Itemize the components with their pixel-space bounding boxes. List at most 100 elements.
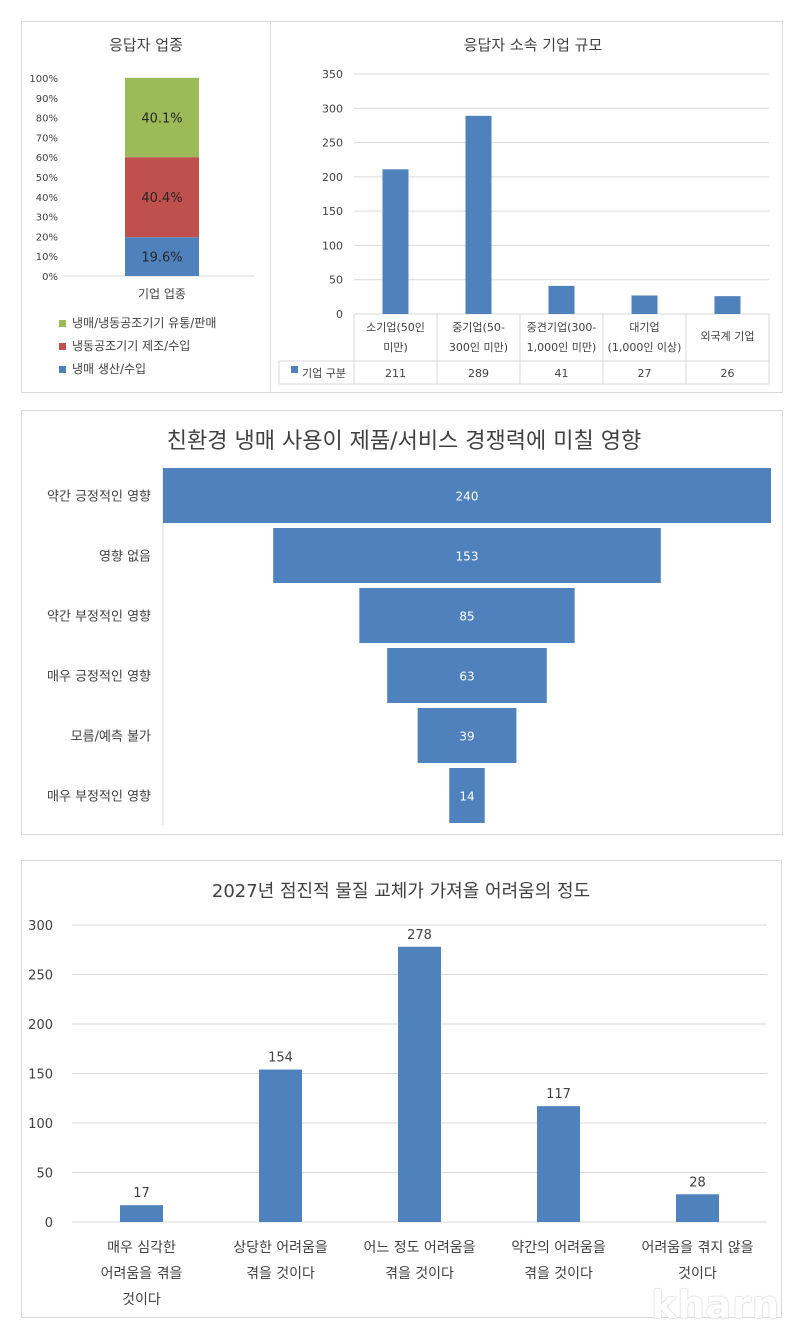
y-tick-label: 60% <box>36 153 58 164</box>
stack-segment <box>125 77 199 158</box>
y-tick-label: 0 <box>45 1216 53 1231</box>
bar <box>714 296 741 314</box>
bar-data-label: 240 <box>456 490 479 504</box>
bar-data-label: 14 <box>459 790 474 804</box>
chart-title: 2027년 점진적 물질 교체가 가져올 어려움의 정도 <box>212 881 590 902</box>
bar <box>548 285 575 314</box>
table-value: 26 <box>721 367 735 380</box>
chart-title: 응답자 소속 기업 규모 <box>464 36 603 54</box>
y-tick-label: 150 <box>28 1068 53 1083</box>
bar <box>676 1194 719 1222</box>
company-size-bar-chart: 응답자 소속 기업 규모 0 50 100 150 200 250 300 350 소기업(50인… <box>278 36 770 385</box>
bar <box>537 1106 580 1222</box>
x-category-label: 외국계 기업 <box>700 330 754 343</box>
table-value: 289 <box>468 367 489 380</box>
y-tick-label: 350 <box>322 68 343 81</box>
segment-data-label: 19.6% <box>141 251 182 266</box>
bar <box>465 115 492 314</box>
legend-swatch <box>59 366 66 373</box>
y-tick-label: 50 <box>329 274 343 287</box>
bar-data-label: 117 <box>546 1087 571 1102</box>
y-tick-label: 300 <box>322 102 343 115</box>
y-tick-label: 70% <box>36 133 58 144</box>
funnel-bar <box>417 708 517 763</box>
company-size-chart-panel: 응답자 소속 기업 규모 0 50 100 150 200 250 300 350 소기업(50인… <box>270 21 783 393</box>
legend-label: 냉매 생산/수입 <box>72 362 146 376</box>
x-category-label: 중견기업(300- <box>527 321 597 334</box>
x-category-label: 중기업(50- <box>452 321 505 334</box>
difficulty-bar-chart: 2027년 점진적 물질 교체가 가져올 어려움의 정도 0 50 100 150 200… <box>28 881 767 1308</box>
x-category-label: 어려움을 겪을 <box>101 1266 183 1282</box>
competitiveness-funnel-panel: 친환경 냉매 사용이 제품/서비스 경쟁력에 미칠 영향 240 약간 긍정적인 영… <box>21 410 783 835</box>
bar <box>631 295 658 314</box>
y-category-label: 매우 부정적인 영향 <box>47 790 151 805</box>
legend-swatch <box>291 366 298 373</box>
table-value: 211 <box>385 367 406 380</box>
x-category-label: 것이다 <box>678 1266 717 1282</box>
x-category-label: 소기업(50인 <box>366 321 425 334</box>
x-category-label: 약간의 어려움을 <box>511 1240 606 1256</box>
legend-swatch <box>59 343 66 350</box>
bar-data-label: 153 <box>456 550 479 564</box>
industry-stacked-chart: 응답자 업종 0% 10% 20% 30% 40% 50% 60% 70% 80% 90% 100% 1… <box>29 36 254 376</box>
funnel-bar <box>359 588 575 643</box>
table-value: 27 <box>638 367 652 380</box>
y-tick-label: 30% <box>36 213 58 224</box>
legend-label: 냉동공조기기 제조/수입 <box>72 339 190 353</box>
x-category-label: 겪을 것이다 <box>246 1266 315 1282</box>
x-category-label: 미만) <box>383 341 408 354</box>
x-category-label: 어느 정도 어려움을 <box>364 1240 476 1256</box>
y-tick-label: 250 <box>28 969 53 984</box>
bar-data-label: 154 <box>268 1051 293 1066</box>
y-tick-label: 10% <box>36 252 58 263</box>
y-category-label: 약간 긍정적인 영향 <box>47 490 151 505</box>
legend-label: 냉매/냉동공조기기 유통/판매 <box>72 316 216 330</box>
legend-swatch <box>59 320 66 327</box>
x-category-label: 상당한 어려움을 <box>233 1240 328 1256</box>
y-tick-label: 80% <box>36 114 58 125</box>
y-tick-label: 100% <box>29 74 58 85</box>
legend-label: 기업 구분 <box>302 367 346 380</box>
y-tick-label: 40% <box>36 193 58 204</box>
chart-title: 친환경 냉매 사용이 제품/서비스 경쟁력에 미칠 영향 <box>167 429 641 454</box>
bar-data-label: 28 <box>689 1175 706 1190</box>
stack-segment <box>125 157 199 238</box>
x-category-label: 겪을 것이다 <box>524 1266 593 1282</box>
y-tick-label: 90% <box>36 94 58 105</box>
bar-data-label: 63 <box>459 670 474 684</box>
y-tick-label: 250 <box>322 137 343 150</box>
stack-segment <box>125 237 199 276</box>
funnel-bar <box>273 528 661 583</box>
y-tick-label: 50 <box>36 1167 53 1182</box>
funnel-bar <box>387 648 547 703</box>
x-category-label: 대기업 <box>629 321 659 334</box>
bar-data-label: 39 <box>459 730 474 744</box>
y-category-label: 매우 긍정적인 영향 <box>47 670 151 685</box>
y-category-label: 영향 없음 <box>99 550 151 565</box>
y-tick-label: 0% <box>42 272 58 283</box>
segment-data-label: 40.4% <box>141 191 182 206</box>
x-category-label: (1,000인 이상) <box>608 341 682 354</box>
bar <box>398 946 441 1222</box>
y-category-label: 약간 부정적인 영향 <box>47 610 151 625</box>
x-category-label: 어려움을 겪지 않을 <box>642 1240 754 1256</box>
y-tick-label: 50% <box>36 173 58 184</box>
y-tick-label: 200 <box>28 1018 53 1033</box>
y-tick-label: 150 <box>322 205 343 218</box>
x-category-label: 기업 업종 <box>138 287 186 301</box>
bar-data-label: 17 <box>133 1186 150 1201</box>
x-category-label: 겪을 것이다 <box>385 1266 454 1282</box>
segment-data-label: 40.1% <box>141 112 182 127</box>
chart-title: 응답자 업종 <box>109 36 183 54</box>
y-tick-label: 100 <box>322 239 343 252</box>
y-tick-label: 0 <box>336 308 343 321</box>
x-category-label: 것이다 <box>122 1292 161 1308</box>
difficulty-chart-panel: 2027년 점진적 물질 교체가 가져올 어려움의 정도 0 50 100 150 200… <box>21 860 782 1318</box>
x-category-label: 1,000인 미만) <box>527 341 597 354</box>
competitiveness-funnel-chart: 친환경 냉매 사용이 제품/서비스 경쟁력에 미칠 영향 240 약간 긍정적인 영… <box>47 429 771 825</box>
x-category-label: 매우 심각한 <box>107 1240 176 1256</box>
y-category-label: 모름/예측 불가 <box>71 730 151 745</box>
funnel-bar <box>449 768 485 823</box>
table-value: 41 <box>555 367 569 380</box>
y-tick-label: 300 <box>28 919 53 934</box>
